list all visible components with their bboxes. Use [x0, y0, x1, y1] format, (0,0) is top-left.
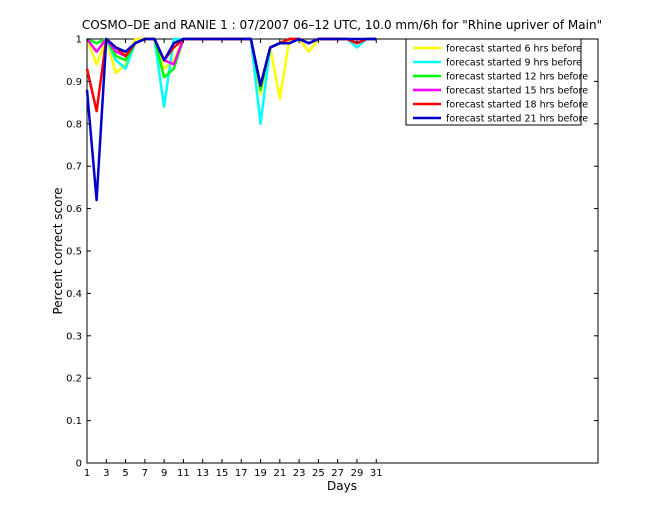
- legend-label-2: forecast started 9 hrs before: [446, 58, 582, 69]
- x-tick-label: 3: [103, 468, 109, 479]
- x-tick-label: 13: [196, 468, 209, 479]
- y-tick-label: 0: [76, 459, 82, 470]
- x-tick-label: 1: [84, 468, 90, 479]
- x-tick-label: 15: [216, 468, 229, 479]
- y-tick-label: 0.4: [66, 289, 82, 300]
- legend-label-1: forecast started 6 hrs before: [446, 44, 582, 55]
- x-tick-label: 11: [177, 468, 190, 479]
- x-tick-label: 5: [122, 468, 128, 479]
- x-tick-label: 19: [254, 468, 267, 479]
- legend-label-4: forecast started 15 hrs before: [446, 86, 588, 97]
- x-tick-label: 23: [293, 468, 306, 479]
- y-tick-label: 1: [76, 35, 82, 46]
- legend-label-5: forecast started 18 hrs before: [446, 100, 588, 111]
- y-tick-label: 0.7: [66, 162, 82, 173]
- legend-items: forecast started 6 hrs before forecast st…: [413, 44, 588, 125]
- legend-label-6: forecast started 21 hrs before: [446, 114, 588, 125]
- x-axis-ticks: 1 3 5 7 9 11 13 15 17 19 21 23 25 27 29 31: [84, 39, 383, 479]
- x-tick-label: 27: [331, 468, 344, 479]
- legend: forecast started 6 hrs before forecast st…: [405, 38, 588, 126]
- x-tick-label: 7: [142, 468, 148, 479]
- y-tick-label: 0.8: [66, 119, 82, 130]
- y-tick-label: 0.1: [66, 416, 82, 427]
- chart-title: COSMO–DE and RANIE 1 : 07/2007 06–12 UTC…: [82, 18, 602, 32]
- y-tick-label: 0.9: [66, 77, 82, 88]
- x-tick-label: 21: [273, 468, 286, 479]
- y-axis-ticks: 0 0.1 0.2 0.3 0.4 0.5 0.6 0.7 0.8 0.9 1: [66, 35, 598, 470]
- x-tick-label: 31: [370, 468, 383, 479]
- x-tick-label: 9: [161, 468, 167, 479]
- x-tick-label: 25: [312, 468, 325, 479]
- legend-label-3: forecast started 12 hrs before: [446, 72, 588, 83]
- series-lines: [85, 37, 377, 202]
- x-tick-label: 17: [235, 468, 248, 479]
- x-tick-label: 29: [351, 468, 364, 479]
- y-axis-label: Percent correct score: [51, 187, 65, 314]
- legend-box: [405, 38, 582, 126]
- y-tick-label: 0.2: [66, 374, 82, 385]
- y-tick-label: 0.5: [66, 247, 82, 258]
- x-axis-label: Days: [327, 479, 357, 493]
- y-tick-label: 0.6: [66, 204, 82, 215]
- y-tick-label: 0.3: [66, 331, 82, 342]
- series-line-6: [85, 37, 377, 202]
